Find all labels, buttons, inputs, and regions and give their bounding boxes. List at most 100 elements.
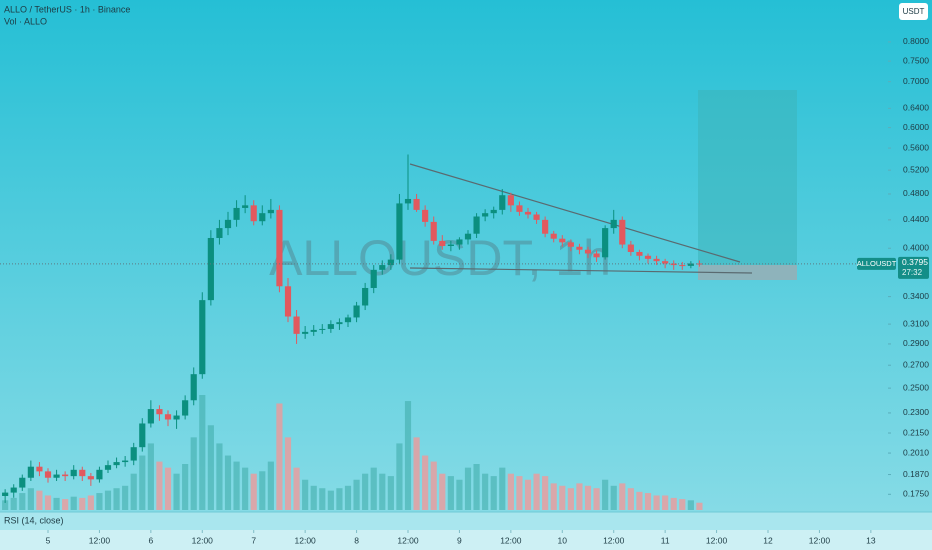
y-tick-label: 0.2900 [903, 338, 929, 348]
candle-body [2, 492, 9, 496]
volume-bar [182, 464, 189, 510]
volume-bar [662, 495, 669, 510]
candle-body [387, 259, 394, 266]
candle-body [182, 400, 189, 416]
volume-bar [139, 455, 146, 510]
candle-body [104, 465, 112, 470]
volume-bar [499, 467, 506, 510]
candle-body [584, 249, 592, 254]
volume-bar [113, 488, 120, 510]
y-tick-label: 0.4800 [903, 188, 929, 198]
candle-body [173, 415, 180, 420]
candle-body [430, 221, 437, 241]
y-tick-label: 0.5200 [903, 164, 929, 174]
candle-body [644, 255, 652, 259]
y-tick-label: 0.3400 [903, 291, 929, 301]
candle-body [687, 263, 694, 266]
volume-bar [53, 497, 60, 510]
x-tick-label: 9 [457, 535, 462, 545]
candle-body [327, 324, 334, 329]
volume-bar [96, 493, 103, 510]
candle-body [404, 198, 412, 204]
candle-body [44, 471, 52, 478]
candle-body [207, 237, 214, 301]
currency-label[interactable]: USDT [903, 7, 925, 16]
candle-body [464, 233, 472, 240]
candle-body [533, 214, 540, 220]
candle-body [130, 447, 137, 461]
volume-bar [44, 495, 52, 510]
candle-body [336, 322, 343, 325]
volume-bar [164, 467, 172, 510]
candle-body [113, 462, 120, 466]
volume-bar [104, 490, 112, 510]
currency-button[interactable] [899, 3, 928, 20]
volume-bar [70, 496, 77, 510]
volume-bar [216, 443, 223, 510]
volume-bar [516, 476, 523, 510]
drawings [409, 90, 797, 280]
volume-bar [344, 485, 352, 510]
candle-body [79, 469, 86, 477]
x-tick-label: 7 [251, 535, 256, 545]
candle-body [482, 213, 489, 217]
candle-body [473, 216, 480, 234]
volume-bar [627, 488, 634, 510]
candle-body [147, 409, 154, 424]
candle-body [293, 316, 300, 334]
candle-body [653, 258, 660, 262]
candle-body [53, 474, 60, 478]
candle-body [542, 219, 549, 234]
candle-body [10, 487, 17, 493]
x-tick-label: 12:00 [295, 535, 317, 545]
volume-bar [439, 473, 446, 510]
candle-body [164, 414, 172, 420]
candle-body [379, 265, 386, 270]
candle-body [267, 209, 274, 214]
y-tick-label: 0.2500 [903, 382, 929, 392]
volume-bar [670, 497, 677, 510]
volume-bar [199, 395, 206, 510]
candle-body [413, 198, 420, 210]
y-tick-label: 0.2150 [903, 427, 929, 437]
candle-body [190, 374, 197, 401]
candle-body [627, 244, 634, 252]
countdown-label: 27:32 [902, 268, 923, 277]
volume-layer [2, 395, 703, 510]
candle-body [242, 205, 249, 208]
volume-bar [62, 499, 69, 510]
volume-bar [619, 483, 626, 510]
volume-bar [130, 473, 137, 510]
volume-bar [490, 476, 497, 510]
volume-bar [533, 473, 540, 510]
volume-bar [430, 461, 437, 510]
candle-body [250, 205, 257, 222]
volume-bar [276, 403, 283, 510]
symbol-tag [857, 257, 896, 270]
candle-body [156, 409, 163, 415]
candle-body [602, 228, 609, 258]
candle-body [233, 207, 240, 220]
candle-body [224, 219, 232, 229]
candle-body [567, 242, 574, 247]
candle-body [370, 269, 377, 288]
chart-title: ALLO / TetherUS · 1h · Binance [4, 4, 130, 14]
candle-body [670, 263, 677, 266]
y-tick-label: 0.2010 [903, 447, 929, 457]
candle-body [276, 209, 283, 287]
trend-line [409, 267, 753, 274]
candle-body [139, 423, 146, 448]
candle-body [302, 331, 309, 334]
volume-bar [2, 500, 9, 510]
volume-bar [653, 495, 660, 510]
volume-bar [87, 495, 94, 510]
y-tick-label: 0.1750 [903, 489, 929, 499]
x-tick-label: 8 [354, 535, 359, 545]
candle-body [284, 286, 292, 317]
candle-body [439, 240, 446, 247]
volume-bar [379, 473, 386, 510]
candle-body [576, 246, 583, 250]
last-price-label: 0.3795 [902, 257, 928, 267]
volume-bar [507, 473, 514, 510]
